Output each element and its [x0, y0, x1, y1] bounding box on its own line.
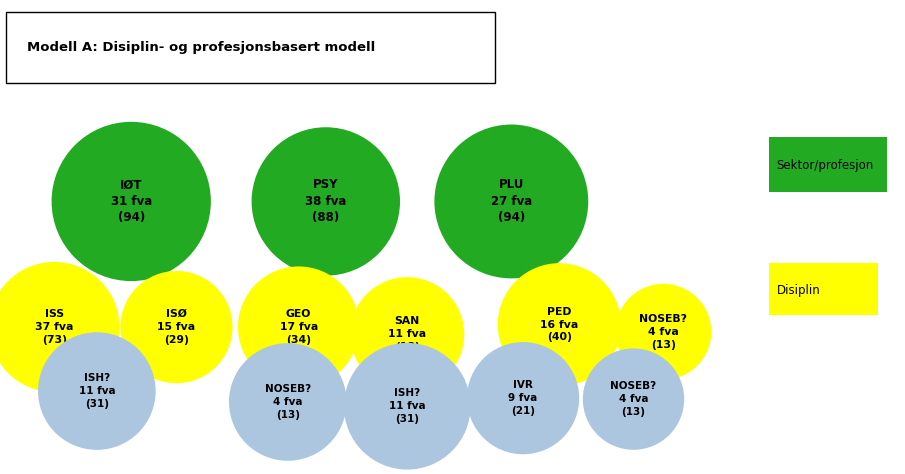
Text: IØT
31 fva
(94): IØT 31 fva (94) — [110, 178, 152, 225]
Text: ISH?
11 fva
(31): ISH? 11 fva (31) — [79, 373, 115, 409]
Ellipse shape — [350, 277, 464, 391]
Text: PSY
38 fva
(88): PSY 38 fva (88) — [305, 178, 347, 225]
Text: Modell A: Disiplin- og profesjonsbasert modell: Modell A: Disiplin- og profesjonsbasert … — [27, 41, 376, 54]
Text: IVR
9 fva
(21): IVR 9 fva (21) — [509, 380, 538, 416]
Ellipse shape — [120, 271, 233, 383]
Ellipse shape — [238, 266, 359, 388]
FancyBboxPatch shape — [769, 137, 887, 192]
Text: PLU
27 fva
(94): PLU 27 fva (94) — [491, 178, 532, 225]
Text: NOSEB?
4 fva
(13): NOSEB? 4 fva (13) — [611, 381, 656, 417]
Ellipse shape — [583, 348, 684, 450]
Ellipse shape — [615, 284, 711, 380]
FancyBboxPatch shape — [6, 12, 495, 83]
Ellipse shape — [467, 342, 579, 454]
Text: GEO
17 fva
(34): GEO 17 fva (34) — [280, 309, 318, 345]
Ellipse shape — [252, 127, 400, 276]
Ellipse shape — [0, 262, 119, 392]
Ellipse shape — [498, 263, 621, 386]
Ellipse shape — [38, 332, 156, 450]
Text: NOSEB?
4 fva
(13): NOSEB? 4 fva (13) — [639, 314, 688, 350]
Text: ISS
37 fva
(73): ISS 37 fva (73) — [35, 309, 73, 345]
Text: PED
16 fva
(40): PED 16 fva (40) — [540, 307, 578, 343]
Ellipse shape — [52, 122, 211, 281]
Text: SAN
11 fva
(18): SAN 11 fva (18) — [388, 316, 426, 352]
Text: NOSEB?
4 fva
(13): NOSEB? 4 fva (13) — [265, 384, 310, 420]
FancyBboxPatch shape — [769, 263, 878, 315]
Text: Disiplin: Disiplin — [776, 283, 820, 297]
Ellipse shape — [229, 343, 347, 461]
Text: Sektor/profesjon: Sektor/profesjon — [776, 159, 873, 173]
Ellipse shape — [434, 125, 588, 278]
Text: ISH?
11 fva
(31): ISH? 11 fva (31) — [389, 388, 425, 424]
Text: ISØ
15 fva
(29): ISØ 15 fva (29) — [157, 309, 195, 345]
Ellipse shape — [344, 343, 471, 470]
